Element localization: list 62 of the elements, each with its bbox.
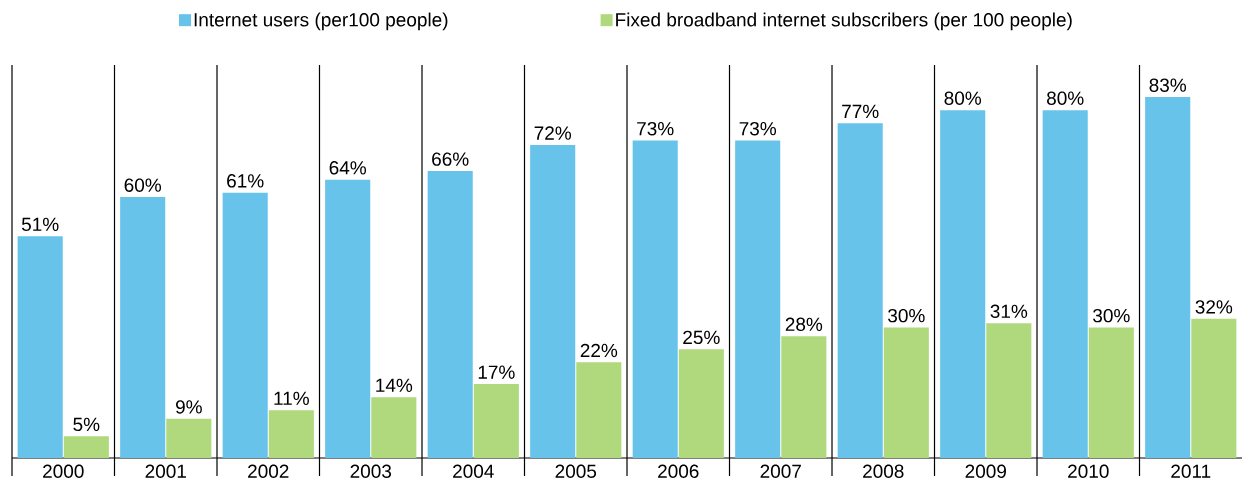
bar [1088, 327, 1134, 458]
data-label: 51% [21, 217, 59, 232]
bar [63, 436, 109, 458]
bar [325, 179, 371, 458]
data-label: 83% [1149, 78, 1187, 92]
data-label: 9% [175, 400, 202, 414]
x-tick-label: 2004 [453, 464, 494, 478]
data-label: 11% [274, 391, 309, 405]
bar [268, 410, 314, 458]
legend-label: Fixed broadband internet subscribers (per 100 people) [616, 12, 1072, 31]
data-label: 25% [683, 330, 720, 345]
data-label: 14% [376, 378, 413, 392]
data-label: 72% [534, 126, 572, 140]
data-label: 17% [478, 365, 515, 379]
data-label: 5% [73, 417, 100, 432]
x-tick-label: 2011 [1171, 464, 1211, 478]
x-tick-label: 2000 [43, 464, 84, 478]
bar [120, 197, 166, 458]
data-label: 73% [739, 121, 777, 136]
data-label: 60% [124, 178, 162, 192]
bar [17, 236, 63, 458]
x-tick-label: 2003 [350, 464, 392, 478]
data-label: 30% [888, 308, 925, 323]
x-tick-label: 2001 [145, 464, 186, 478]
data-label: 32% [1195, 300, 1233, 314]
bar [222, 192, 268, 458]
x-tick-label: 2008 [863, 464, 904, 478]
bar [678, 349, 724, 458]
data-label: 77% [842, 104, 879, 118]
bar [427, 171, 473, 458]
x-tick-label: 2010 [1068, 464, 1109, 478]
bar [1042, 110, 1088, 458]
bar [837, 123, 883, 458]
bar [166, 418, 212, 458]
bar [735, 140, 781, 458]
bar [576, 362, 622, 458]
bar [473, 384, 519, 458]
legend-label: Internet users (per100 people) [194, 12, 448, 31]
data-label: 80% [1047, 91, 1084, 105]
x-tick-label: 2009 [965, 464, 1006, 478]
x-tick-label: 2007 [760, 464, 801, 478]
data-label: 61% [227, 174, 264, 188]
data-label: 31% [990, 304, 1028, 319]
bar [781, 336, 827, 458]
bar [371, 397, 417, 458]
data-label: 28% [785, 317, 823, 332]
data-label: 22% [580, 343, 618, 358]
data-label: 73% [637, 121, 674, 136]
bar [986, 323, 1032, 458]
bar [1145, 97, 1191, 458]
x-tick-label: 2006 [658, 464, 699, 478]
data-label: 30% [1093, 308, 1130, 323]
bar [632, 140, 678, 458]
bar [940, 110, 986, 458]
bar [530, 144, 576, 458]
x-tick-label: 2005 [555, 464, 597, 478]
data-label: 80% [944, 91, 982, 105]
data-label: 64% [329, 161, 367, 175]
bar [1191, 318, 1237, 458]
bar [883, 327, 929, 458]
x-tick-label: 2002 [248, 464, 289, 478]
data-label: 66% [432, 152, 469, 166]
